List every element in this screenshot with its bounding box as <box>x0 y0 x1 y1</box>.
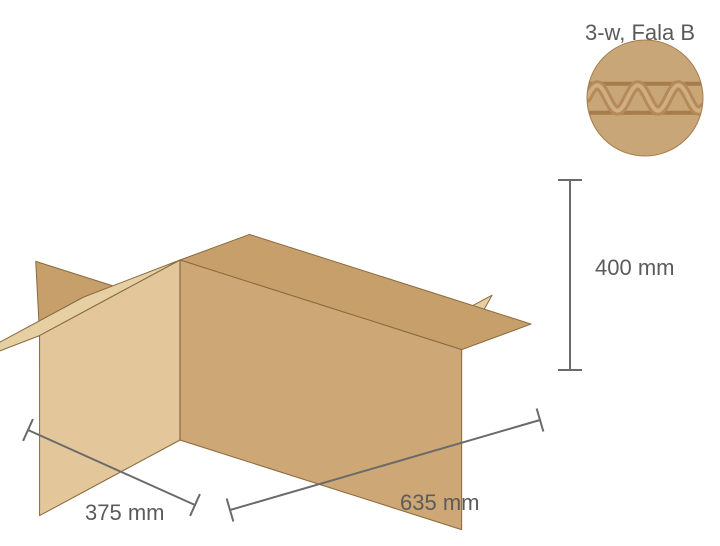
height-dimension-label: 400 mm <box>595 255 674 281</box>
width-dimension-label: 375 mm <box>85 500 164 526</box>
length-dimension-label: 635 mm <box>400 490 479 516</box>
cardboard-spec-label: 3-w, Fala B <box>585 20 695 46</box>
